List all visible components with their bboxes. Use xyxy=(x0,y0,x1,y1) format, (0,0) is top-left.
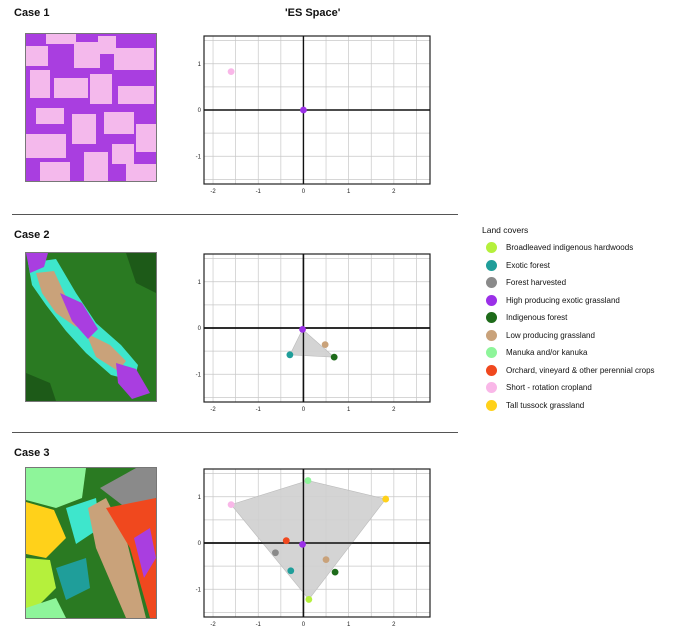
data-point xyxy=(227,68,235,76)
y-tick-label: 0 xyxy=(198,541,202,547)
y-tick-label: 0 xyxy=(198,326,202,332)
legend-label: Manuka and/or kanuka xyxy=(506,348,588,358)
x-tick-label: -1 xyxy=(256,189,262,195)
legend-label: Broadleaved indigenous hardwoods xyxy=(506,243,634,253)
map-case-1 xyxy=(25,33,157,182)
data-point xyxy=(330,353,338,361)
case-2-label: Case 2 xyxy=(14,229,50,241)
x-tick-label: 2 xyxy=(392,189,396,195)
y-tick-label: -1 xyxy=(196,587,202,593)
y-tick-label: 0 xyxy=(198,108,202,114)
legend-swatch-icon xyxy=(486,364,497,376)
es-space-title: 'ES Space' xyxy=(285,7,341,19)
legend-swatch-icon xyxy=(486,259,497,271)
x-tick-label: -2 xyxy=(210,189,216,195)
data-point xyxy=(300,106,307,114)
es-space-plot-case-2: -2 -1 0 1 2 1 0 -1 xyxy=(196,252,432,418)
land-covers-legend: Land covers Broadleaved indigenous hardw… xyxy=(482,225,676,414)
legend-swatch-icon xyxy=(486,242,497,254)
legend-label: Low producing grassland xyxy=(506,330,595,340)
data-point xyxy=(287,567,295,575)
case-divider-1 xyxy=(12,214,458,215)
convex-hull xyxy=(289,328,336,358)
data-point xyxy=(227,501,235,509)
data-point xyxy=(272,549,279,557)
legend-item: Short - rotation cropland xyxy=(482,379,676,397)
legend-title: Land covers xyxy=(482,225,529,235)
data-point xyxy=(382,495,390,503)
x-tick-label: 1 xyxy=(347,189,351,195)
legend-swatch-icon xyxy=(486,294,497,306)
convex-hull xyxy=(230,480,387,600)
legend-item: Tall tussock grassland xyxy=(482,397,676,415)
legend-item: Broadleaved indigenous hardwoods xyxy=(482,239,676,257)
data-point xyxy=(304,477,312,484)
map-case-3 xyxy=(25,467,157,619)
data-point xyxy=(299,540,306,548)
data-point xyxy=(322,556,330,564)
x-tick-label: -1 xyxy=(256,407,262,413)
legend-item: Orchard, vineyard & other perennial crop… xyxy=(482,362,676,380)
legend-label: High producing exotic grassland xyxy=(506,295,620,305)
es-space-plot-case-3: -2 -1 0 1 2 1 0 -1 xyxy=(196,467,432,628)
legend-item: Low producing grassland xyxy=(482,327,676,345)
data-point xyxy=(286,351,294,359)
legend-label: Tall tussock grassland xyxy=(506,400,585,410)
y-tick-label: -1 xyxy=(196,372,202,378)
x-tick-label: 2 xyxy=(392,407,396,413)
y-tick-label: 1 xyxy=(198,280,202,286)
legend-swatch-icon xyxy=(486,347,497,359)
es-space-plot-case-1: -2 -1 0 1 2 1 0 -1 xyxy=(196,34,432,200)
y-tick-label: -1 xyxy=(196,154,202,160)
data-point xyxy=(282,537,290,545)
y-tick-label: 1 xyxy=(198,495,202,501)
legend-swatch-icon xyxy=(486,399,497,411)
case-divider-2 xyxy=(12,432,458,433)
legend-label: Forest harvested xyxy=(506,278,567,288)
x-tick-label: 0 xyxy=(302,407,306,413)
legend-item: Exotic forest xyxy=(482,257,676,275)
legend-label: Indigenous forest xyxy=(506,313,568,323)
legend-label: Exotic forest xyxy=(506,260,551,270)
x-tick-label: 1 xyxy=(347,407,351,413)
legend-item: Manuka and/or kanuka xyxy=(482,344,676,362)
legend-item: Forest harvested xyxy=(482,274,676,292)
x-tick-label: 0 xyxy=(302,189,306,195)
case-1-label: Case 1 xyxy=(14,7,50,19)
case-3-label: Case 3 xyxy=(14,447,50,459)
legend-item: Indigenous forest xyxy=(482,309,676,327)
legend-swatch-icon xyxy=(486,329,497,341)
data-point xyxy=(305,596,313,603)
legend-swatch-icon xyxy=(486,277,497,289)
data-point xyxy=(331,568,339,576)
map-case-2 xyxy=(25,252,157,402)
x-tick-label: -2 xyxy=(210,407,216,413)
y-tick-label: 1 xyxy=(198,62,202,68)
legend-item: High producing exotic grassland xyxy=(482,292,676,310)
legend-swatch-icon xyxy=(486,382,497,394)
legend-swatch-icon xyxy=(486,312,497,324)
legend-label: Short - rotation cropland xyxy=(506,383,592,393)
data-point xyxy=(299,325,306,333)
legend-label: Orchard, vineyard & other perennial crop… xyxy=(506,365,655,375)
data-point xyxy=(321,341,329,349)
